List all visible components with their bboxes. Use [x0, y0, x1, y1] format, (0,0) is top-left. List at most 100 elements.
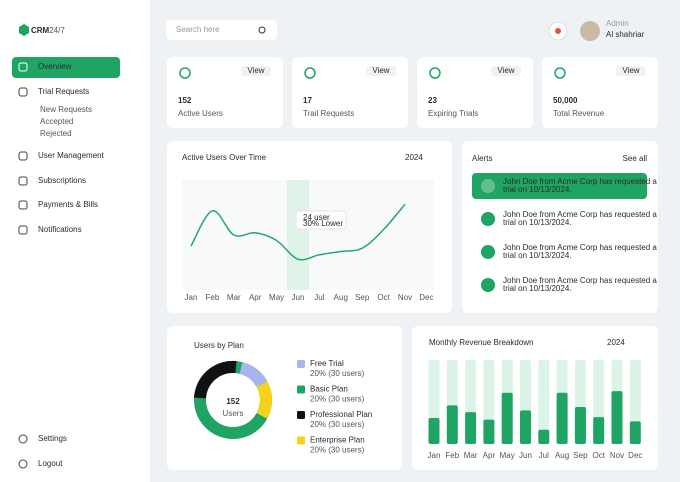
- tooltip-title: 24 user: [303, 213, 330, 222]
- nav-item[interactable]: User Management: [38, 151, 105, 160]
- legend-name: Basic Plan: [310, 385, 348, 394]
- legend-swatch: [297, 411, 305, 419]
- stat-icon: [429, 67, 441, 79]
- bar: [483, 419, 495, 444]
- donut-label: Users: [223, 409, 244, 418]
- alert-icon: [481, 212, 495, 226]
- search-placeholder: Search here: [176, 25, 220, 34]
- stat-label: Expiring Trials: [428, 109, 478, 118]
- stat-label: Active Users: [178, 109, 223, 118]
- nav-item[interactable]: Logout: [38, 459, 63, 468]
- alert-text: trial on 10/13/2024.: [503, 251, 572, 260]
- nav-subitem[interactable]: New Requests: [40, 105, 92, 114]
- legend-swatch: [297, 360, 305, 368]
- stat-label: Total Revenue: [553, 109, 605, 118]
- year-select[interactable]: 2024: [607, 338, 625, 347]
- bar: [611, 391, 623, 444]
- nav-subitem[interactable]: Rejected: [40, 129, 72, 138]
- card-title: Active Users Over Time: [182, 153, 267, 162]
- notification-dot: [555, 28, 561, 34]
- alert-icon: [481, 245, 495, 259]
- x-tick-label: May: [500, 451, 515, 460]
- x-tick-label: Dec: [628, 451, 642, 460]
- nav-subitem[interactable]: Accepted: [40, 117, 73, 126]
- user-role: Admin: [606, 19, 629, 28]
- nav-icon: [18, 151, 28, 161]
- alert-text: trial on 10/13/2024.: [503, 284, 572, 293]
- view-label: View: [372, 66, 389, 75]
- view-button[interactable]: [366, 66, 396, 76]
- x-tick-label: Oct: [592, 451, 605, 460]
- nav-item[interactable]: Payments & Bills: [38, 200, 98, 209]
- card-title: Users by Plan: [194, 341, 244, 350]
- avatar[interactable]: [580, 21, 600, 41]
- nav-item[interactable]: Settings: [38, 434, 67, 443]
- see-all[interactable]: See all: [623, 154, 648, 163]
- bar: [593, 417, 605, 444]
- bar: [629, 421, 641, 444]
- view-label: View: [247, 66, 264, 75]
- year-select[interactable]: 2024: [405, 153, 423, 162]
- legend-detail: 20% (30 users): [310, 420, 365, 429]
- alert-icon: [481, 179, 495, 193]
- nav-icon: [18, 459, 28, 469]
- x-tick-label: Jun: [519, 451, 532, 460]
- x-tick-label: Sep: [573, 451, 588, 460]
- legend-name: Professional Plan: [310, 410, 372, 419]
- legend-name: Enterprise Plan: [310, 436, 365, 445]
- bar: [574, 407, 586, 444]
- alert-text: John Doe from Acme Corp has requested a: [503, 276, 657, 285]
- tooltip-sub: 30% Lower: [303, 219, 343, 228]
- x-tick-label: Apr: [249, 293, 262, 302]
- user-name: Al shahriar: [606, 30, 645, 39]
- logo: CRM24/7: [31, 26, 65, 35]
- nav-icon: [18, 434, 28, 444]
- stat-value: 23: [428, 96, 437, 105]
- bar: [501, 392, 513, 444]
- x-tick-label: Jan: [428, 451, 441, 460]
- bar: [446, 405, 458, 444]
- nav-icon: [18, 225, 28, 235]
- bar: [556, 392, 568, 444]
- legend-detail: 20% (30 users): [310, 446, 365, 455]
- x-tick-label: Feb: [445, 451, 459, 460]
- logo-suffix: 24/7: [49, 26, 65, 35]
- bar: [538, 429, 550, 444]
- stat-value: 152: [178, 96, 192, 105]
- nav-item[interactable]: Subscriptions: [38, 176, 86, 185]
- nav-active[interactable]: [12, 57, 120, 78]
- x-tick-label: Jul: [539, 451, 549, 460]
- nav-item[interactable]: Notifications: [38, 225, 82, 234]
- nav-item[interactable]: Trial Requests: [38, 87, 89, 96]
- view-label: View: [497, 66, 514, 75]
- stat-icon: [554, 67, 566, 79]
- nav-item[interactable]: Overview: [38, 62, 72, 71]
- view-button[interactable]: [616, 66, 646, 76]
- bar: [428, 417, 440, 444]
- view-button[interactable]: [241, 66, 271, 76]
- x-tick-label: Nov: [398, 293, 412, 302]
- view-button[interactable]: [491, 66, 521, 76]
- bar: [520, 410, 531, 444]
- alert-text: John Doe from Acme Corp has requested a: [503, 243, 657, 252]
- x-tick-label: Jan: [185, 293, 198, 302]
- alert-text: trial on 10/13/2024.: [503, 218, 572, 227]
- donut-total: 152: [226, 397, 240, 406]
- x-tick-label: Oct: [377, 293, 390, 302]
- x-tick-label: Mar: [464, 451, 478, 460]
- nav-icon: [18, 62, 28, 72]
- view-label: View: [622, 66, 639, 75]
- stat-value: 17: [303, 96, 312, 105]
- nav-icon: [18, 87, 28, 97]
- bar: [465, 412, 477, 444]
- search-box[interactable]: [166, 20, 277, 40]
- x-tick-label: Jul: [314, 293, 324, 302]
- x-tick-label: May: [269, 293, 284, 302]
- search-icon: [258, 26, 266, 34]
- alert-icon: [481, 278, 495, 292]
- alert-active[interactable]: [472, 173, 647, 199]
- nav-icon: [18, 176, 28, 186]
- card-title: Alerts: [472, 154, 492, 163]
- x-tick-label: Apr: [483, 451, 496, 460]
